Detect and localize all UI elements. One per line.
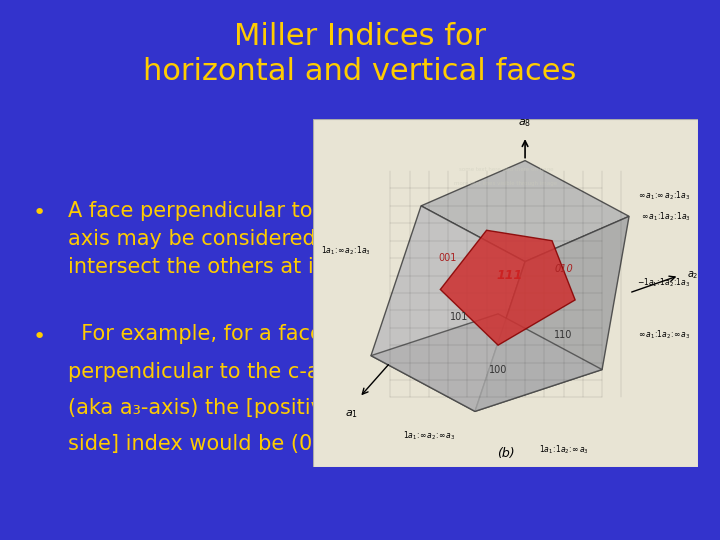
Text: $-1a_1\!:\!1a_2\!:\!1a_3$: $-1a_1\!:\!1a_2\!:\!1a_3$ [637,276,690,289]
FancyBboxPatch shape [313,119,698,467]
Text: 111: 111 [497,269,523,282]
Polygon shape [371,314,602,411]
Text: For example, for a face: For example, for a face [68,324,323,344]
Text: side] index would be (001).: side] index would be (001). [68,434,354,454]
Text: $a_1$: $a_1$ [345,408,359,420]
Text: •: • [32,327,45,347]
Text: •: • [32,202,45,222]
Text: more text lines visible through image: more text lines visible through image [454,181,557,186]
Text: $\infty\,a_1\!:\!1a_2\!:\!\infty\,a_3$: $\infty\,a_1\!:\!1a_2\!:\!\infty\,a_3$ [638,328,690,341]
Text: $1a_1\!:\!1a_2\!:\!\infty\,a_3$: $1a_1\!:\!1a_2\!:\!\infty\,a_3$ [539,443,588,456]
Text: Miller Indices for
horizontal and vertical faces: Miller Indices for horizontal and vertic… [143,22,577,86]
Text: $a_2$: $a_2$ [687,269,698,281]
Text: 001: 001 [438,253,457,263]
Text: $1a_1\!:\!\infty\,a_2\!:\!1a_3$: $1a_1\!:\!\infty\,a_2\!:\!1a_3$ [321,245,371,258]
Text: $\infty\,a_1\!:\!1a_2\!:\!1a_3$: $\infty\,a_1\!:\!1a_2\!:\!1a_3$ [641,210,690,222]
Text: 100: 100 [489,364,508,375]
Polygon shape [421,160,629,261]
Text: 110: 110 [554,330,573,340]
Polygon shape [475,217,629,411]
Text: (aka a₃-axis) the [positive: (aka a₃-axis) the [positive [68,398,336,418]
Text: some text here and there on page: some text here and there on page [459,167,553,172]
Text: $\infty\,a_1\!:\!\infty\,a_2\!:\!1a_3$: $\infty\,a_1\!:\!\infty\,a_2\!:\!1a_3$ [638,189,690,201]
Polygon shape [441,230,575,345]
Text: 101: 101 [451,312,469,322]
Text: perpendicular to the c-axis: perpendicular to the c-axis [68,362,349,382]
Text: $1a_1\!:\!\infty\,a_2\!:\!\infty\,a_3$: $1a_1\!:\!\infty\,a_2\!:\!\infty\,a_3$ [402,429,455,442]
Text: 010: 010 [554,264,573,274]
Text: $a_8$: $a_8$ [518,117,531,129]
Polygon shape [371,206,525,411]
Text: (b): (b) [497,447,515,460]
Text: A face perpendicular to one
axis may be considered to
intersect the others at in: A face perpendicular to one axis may be … [68,201,384,277]
